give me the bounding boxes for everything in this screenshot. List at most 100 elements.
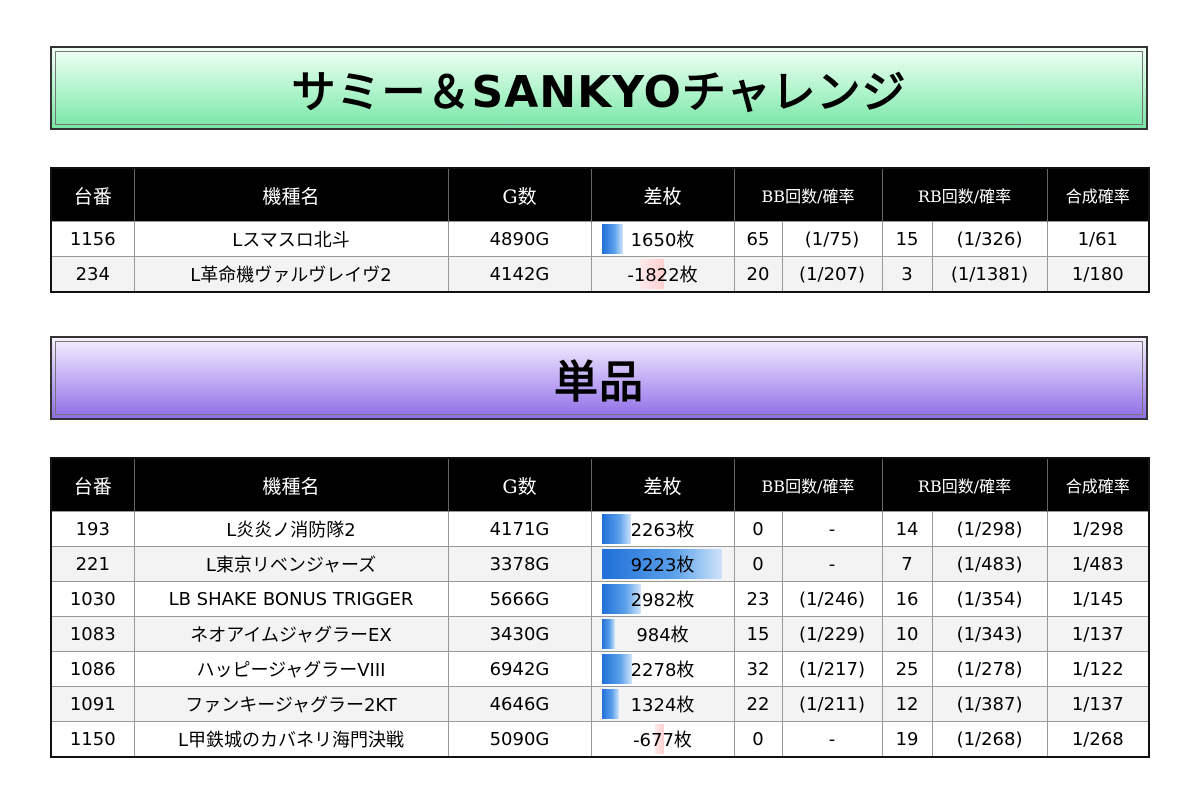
cell-combined-rate: 1/145: [1046, 581, 1150, 617]
table-header-row: 台番 機種名 G数 差枚 BB回数/確率 RB回数/確率 合成確率: [51, 168, 1150, 222]
cell-number: 1150: [50, 721, 135, 758]
cell-machine: L東京リベンジャーズ: [133, 546, 449, 582]
diff-value: 2263枚: [630, 520, 695, 541]
table-row: 221 L東京リベンジャーズ 3378G 9223枚 0-7 (1/483) 1/483: [50, 546, 1150, 582]
cell-machine: LB SHAKE BONUS TRIGGER: [133, 581, 449, 617]
cell-rb-count: 25: [881, 651, 933, 687]
cell-rb-rate: (1/326): [931, 221, 1048, 257]
cell-number: 193: [50, 511, 135, 547]
cell-combined-rate: 1/298: [1046, 511, 1150, 547]
cell-rb-count: 14: [881, 511, 933, 547]
header-number: 台番: [51, 458, 134, 512]
header-diff: 差枚: [590, 168, 734, 222]
results-table-challenge: 台番 機種名 G数 差枚 BB回数/確率 RB回数/確率 合成確率 1156 Lス…: [50, 167, 1151, 293]
cell-number: 1156: [50, 221, 135, 257]
cell-rb-rate: (1/298): [931, 511, 1048, 547]
table-body: 1156 Lスマスロ北斗 4890G 1650枚 65 (1/75) 15 (1/326) 1/…: [50, 221, 1150, 293]
cell-rb-count: 12: [881, 686, 933, 722]
banner-inner-border: [55, 341, 1143, 415]
results-table-single: 台番 機種名 G数 差枚 BB回数/確率 RB回数/確率 合成確率 193 L炎炎…: [50, 457, 1151, 758]
diff-value: -1822枚: [627, 265, 698, 286]
cell-bb-count: 0: [733, 511, 783, 547]
cell-games: 3430G: [447, 616, 592, 652]
cell-machine: ネオアイムジャグラーEX: [133, 616, 449, 652]
cell-combined-rate: 1/137: [1046, 686, 1150, 722]
header-bb: BB回数/確率: [733, 168, 883, 222]
cell-machine: Lスマスロ北斗: [133, 221, 449, 257]
diff-value: 1324枚: [630, 695, 695, 716]
header-games: G数: [447, 458, 591, 512]
banner-inner-border: [55, 51, 1143, 125]
table-row: 1030 LB SHAKE BONUS TRIGGER 5666G 2982枚 23 (1…: [50, 581, 1150, 617]
cell-rb-count: 3: [881, 256, 933, 293]
cell-bb-count: 15: [733, 616, 783, 652]
cell-rb-count: 10: [881, 616, 933, 652]
cell-diff: 984枚: [590, 616, 735, 652]
cell-bb-rate: (1/217): [781, 651, 883, 687]
table-row: 193 L炎炎ノ消防隊2 4171G 2263枚 0-14 (1/298) 1/298: [50, 511, 1150, 547]
section-banner-single: 単品: [50, 336, 1148, 420]
cell-combined-rate: 1/268: [1046, 721, 1150, 758]
cell-rb-rate: (1/354): [931, 581, 1048, 617]
cell-machine: L甲鉄城のカバネリ海門決戦: [133, 721, 449, 758]
cell-diff: -677枚: [590, 721, 735, 758]
header-machine: 機種名: [133, 458, 448, 512]
cell-bb-rate: (1/207): [781, 256, 883, 293]
header-combined: 合成確率: [1046, 458, 1150, 512]
cell-combined-rate: 1/483: [1046, 546, 1150, 582]
cell-games: 5666G: [447, 581, 592, 617]
cell-combined-rate: 1/137: [1046, 616, 1150, 652]
cell-number: 221: [50, 546, 135, 582]
cell-machine: ハッピージャグラーVIII: [133, 651, 449, 687]
cell-bb-rate: (1/246): [781, 581, 883, 617]
diff-positive-bar: [601, 584, 641, 614]
section-banner-challenge: サミー＆SANKYOチャレンジ: [50, 46, 1148, 130]
cell-combined-rate: 1/122: [1046, 651, 1150, 687]
cell-bb-count: 20: [733, 256, 783, 293]
cell-games: 4142G: [447, 256, 592, 293]
cell-games: 4171G: [447, 511, 592, 547]
cell-bb-count: 0: [733, 721, 783, 758]
cell-number: 1086: [50, 651, 135, 687]
diff-positive-bar: [601, 224, 623, 254]
cell-machine: L革命機ヴァルヴレイヴ2: [133, 256, 449, 293]
header-machine: 機種名: [133, 168, 448, 222]
cell-diff: 1324枚: [590, 686, 735, 722]
cell-diff: 1650枚: [590, 221, 735, 257]
cell-diff: 2278枚: [590, 651, 735, 687]
diff-positive-bar: [601, 514, 631, 544]
cell-bb-count: 32: [733, 651, 783, 687]
cell-bb-count: 0: [733, 546, 783, 582]
header-combined: 合成確率: [1046, 168, 1150, 222]
diff-value: -677枚: [633, 730, 692, 751]
cell-rb-rate: (1/343): [931, 616, 1048, 652]
cell-combined-rate: 1/180: [1046, 256, 1150, 293]
cell-bb-rate: (1/75): [781, 221, 883, 257]
cell-bb-count: 65: [733, 221, 783, 257]
cell-bb-count: 22: [733, 686, 783, 722]
cell-rb-count: 19: [881, 721, 933, 758]
header-bb: BB回数/確率: [733, 458, 883, 512]
cell-machine: L炎炎ノ消防隊2: [133, 511, 449, 547]
diff-negative-bar: [654, 724, 664, 754]
cell-bb-count: 23: [733, 581, 783, 617]
header-rb: RB回数/確率: [881, 458, 1048, 512]
cell-combined-rate: 1/61: [1046, 221, 1150, 257]
cell-games: 4890G: [447, 221, 592, 257]
cell-bb-rate: (1/229): [781, 616, 883, 652]
cell-games: 6942G: [447, 651, 592, 687]
cell-rb-rate: (1/268): [931, 721, 1048, 758]
diff-value: 2278枚: [630, 660, 695, 681]
diff-value: 984枚: [636, 625, 689, 646]
cell-games: 3378G: [447, 546, 592, 582]
table-row: 1156 Lスマスロ北斗 4890G 1650枚 65 (1/75) 15 (1/326) 1/…: [50, 221, 1150, 257]
diff-positive-bar: [601, 619, 615, 649]
table-header-row: 台番 機種名 G数 差枚 BB回数/確率 RB回数/確率 合成確率: [51, 458, 1150, 512]
cell-rb-rate: (1/387): [931, 686, 1048, 722]
diff-negative-bar: [639, 259, 664, 289]
cell-number: 234: [50, 256, 135, 293]
cell-games: 4646G: [447, 686, 592, 722]
section-title-single: 単品: [554, 357, 644, 408]
cell-rb-rate: (1/1381): [931, 256, 1048, 293]
cell-rb-count: 7: [881, 546, 933, 582]
